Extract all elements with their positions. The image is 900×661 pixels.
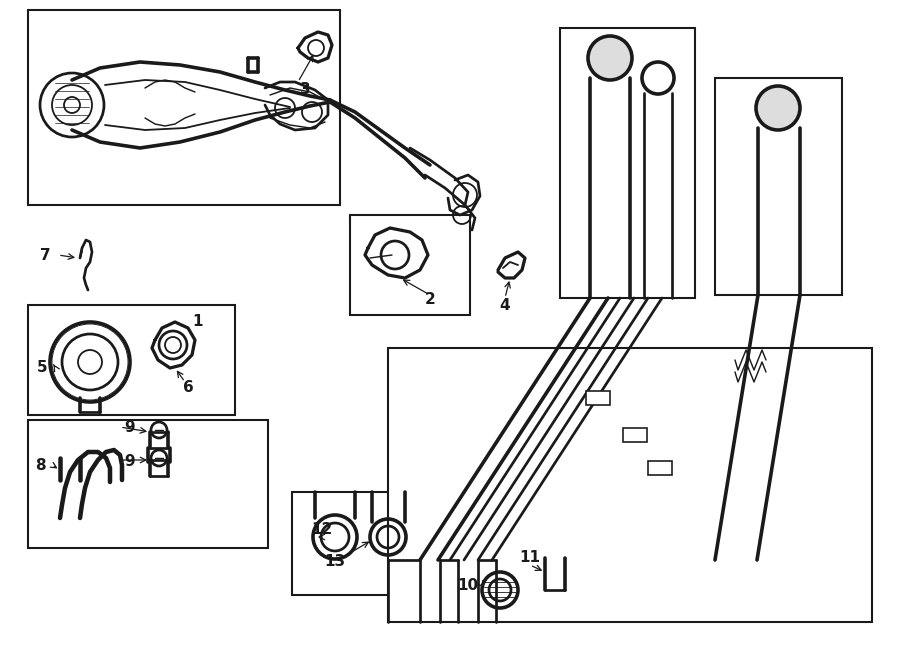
Bar [623, 428, 647, 442]
Text: 11: 11 [519, 551, 541, 566]
Text: 12: 12 [311, 522, 333, 537]
Text: 9: 9 [125, 455, 135, 469]
Bar [28, 305, 235, 415]
Text: 8: 8 [35, 457, 45, 473]
Text: 4: 4 [500, 297, 510, 313]
Bar [586, 391, 610, 405]
Text: 2: 2 [425, 293, 436, 307]
Bar [28, 420, 268, 548]
Bar [648, 461, 672, 475]
Text: 1: 1 [193, 315, 203, 329]
Text: 5: 5 [37, 360, 48, 375]
Text: 10: 10 [457, 578, 479, 592]
Text: 13: 13 [324, 555, 346, 570]
Text: 9: 9 [125, 420, 135, 434]
Circle shape [588, 36, 632, 80]
Bar [560, 28, 695, 298]
Text: 7: 7 [40, 247, 50, 262]
Bar [388, 348, 872, 622]
Bar [292, 492, 432, 595]
Bar [350, 215, 470, 315]
Text: 3: 3 [300, 83, 310, 98]
Bar [715, 78, 842, 295]
Bar [28, 10, 340, 205]
Circle shape [756, 86, 800, 130]
Text: 6: 6 [183, 381, 194, 395]
